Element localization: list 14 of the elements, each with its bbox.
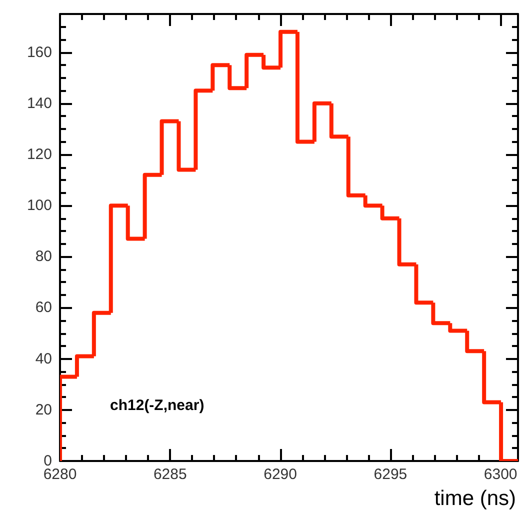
y-tick-label: 40: [35, 350, 52, 368]
y-tick-label: 160: [26, 44, 52, 61]
x-axis-title: time (ns): [434, 487, 516, 510]
x-tick-label: 6290: [264, 466, 297, 483]
y-tick-label: 140: [26, 94, 52, 112]
x-tick-label: 6300: [484, 466, 518, 483]
y-tick-label: 60: [35, 299, 52, 316]
y-tick-label: 80: [35, 248, 52, 266]
x-tick-label: 6295: [374, 466, 408, 483]
y-tick-label: 120: [26, 146, 52, 163]
annotation: ch12(-Z,near): [110, 397, 204, 414]
y-tick-label: 20: [35, 401, 52, 418]
y-tick-label: 100: [26, 197, 52, 214]
x-tick-label: 6285: [153, 466, 187, 483]
